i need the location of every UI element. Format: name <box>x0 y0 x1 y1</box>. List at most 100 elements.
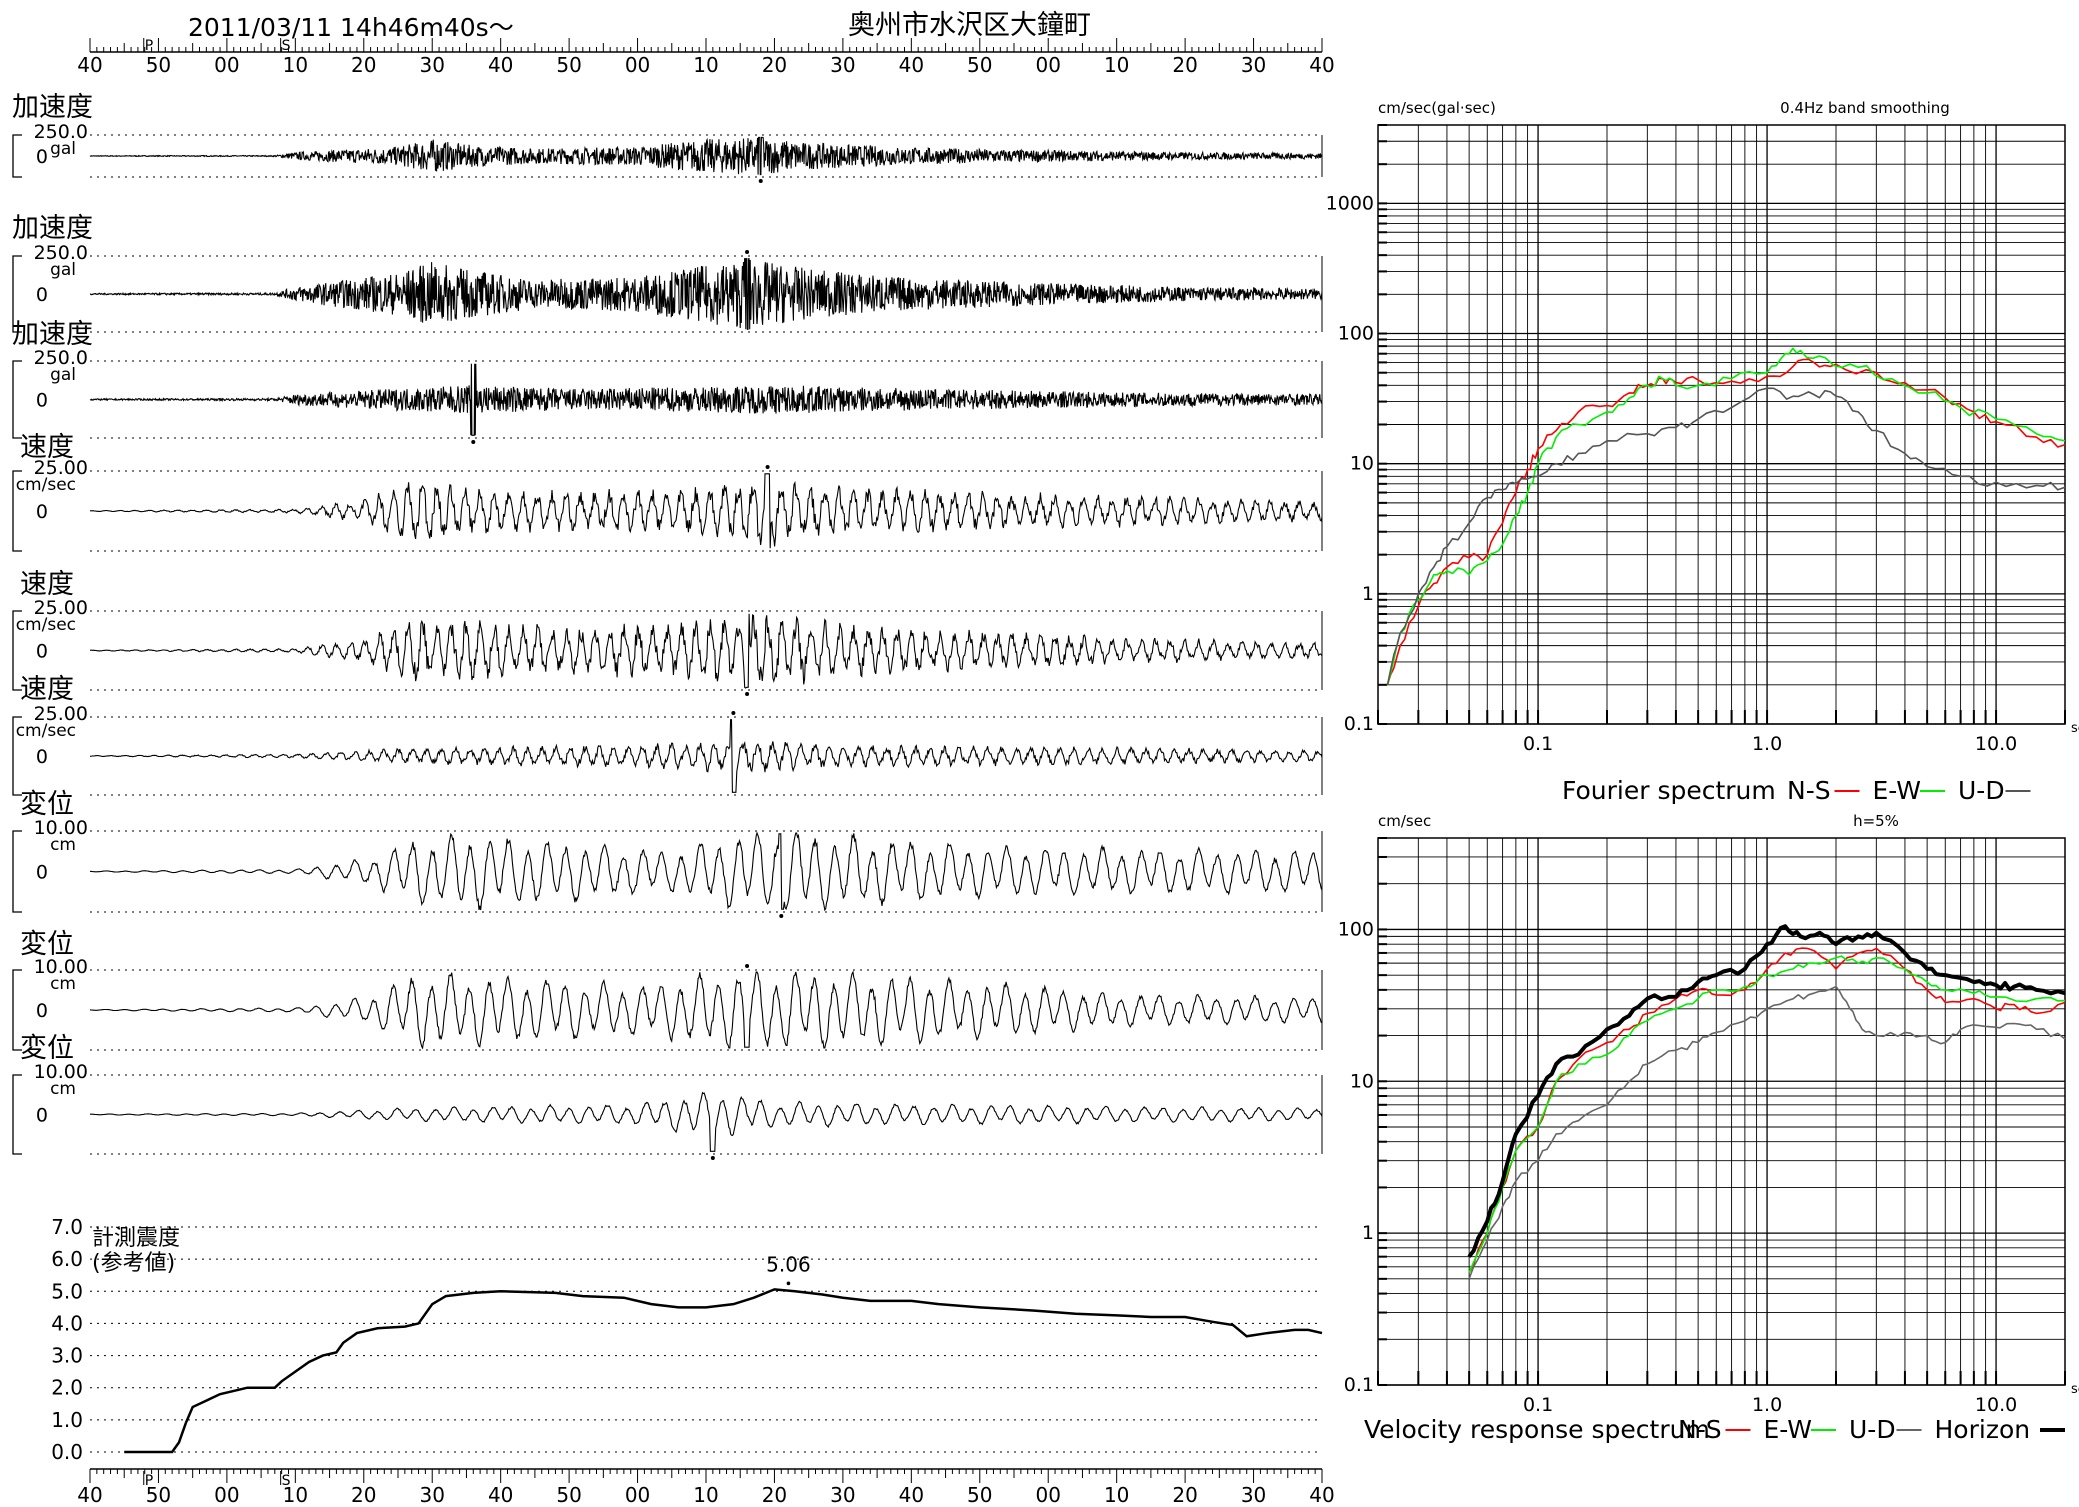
trace-unit: cm/sec <box>16 475 76 495</box>
trace-waveform <box>89 719 1323 793</box>
trace-zero-label: 0 <box>36 746 48 768</box>
trace-peak-dot <box>765 465 770 469</box>
x-tick-label: 10.0 <box>1975 1394 2017 1416</box>
bottom-time-tick-label: 10 <box>693 1483 718 1503</box>
y-tick-label: 10 <box>1350 1070 1374 1092</box>
trace-label: 速度 <box>20 674 74 705</box>
trace-scale-bracket <box>12 134 22 178</box>
series-line-ns <box>1386 358 2066 686</box>
trace-peak-dot <box>779 914 784 918</box>
top-time-tick-label: 50 <box>556 53 581 77</box>
top-time-tick-label: 10 <box>693 53 718 77</box>
intensity-tick-label: 7.0 <box>51 1215 83 1239</box>
intensity-max-dot <box>786 1281 791 1286</box>
trace-zero-label: 0 <box>36 390 48 412</box>
trace-zero-label: 0 <box>36 1105 48 1127</box>
trace-waveform <box>90 1091 1323 1152</box>
bottom-time-tick-label: 40 <box>488 1483 513 1503</box>
trace-label: 加速度 <box>12 92 93 123</box>
y-tick-label: 0.1 <box>1344 1374 1374 1396</box>
trace-peak-dot <box>745 692 750 696</box>
bottom-time-tick-label: 50 <box>967 1483 992 1503</box>
intensity-tick-label: 0.0 <box>51 1440 83 1464</box>
top-time-tick-label: 00 <box>1035 53 1060 77</box>
top-time-tick-label: 30 <box>419 53 444 77</box>
trace-scale-value: 25.00 <box>34 703 88 725</box>
trace-waveform <box>89 970 1323 1050</box>
bottom-time-tick-label: 00 <box>1035 1483 1060 1503</box>
trace-scale-bracket <box>12 360 22 439</box>
fourier-spectrum-panel: 0.1 1 10 100 1000 0.1 1.0 10.0 sec cm/sec(gal·sec… <box>1326 99 2079 805</box>
intensity-tick-label: 1.0 <box>51 1408 83 1432</box>
top-time-tick-label: 10 <box>1104 53 1129 77</box>
trace-unit: cm <box>50 835 76 855</box>
trace-zero-label: 0 <box>36 146 48 168</box>
spectrum-note: 0.4Hz band smoothing <box>1780 99 1950 117</box>
intensity-tick-label: 3.0 <box>51 1344 83 1368</box>
legend-label: Horizon <box>1935 1415 2031 1444</box>
series-line-ew <box>1386 347 2066 686</box>
spectrum-title: Velocity response spectrum <box>1364 1415 1710 1444</box>
trace-zero-label: 0 <box>36 284 48 306</box>
bottom-time-tick-label: 40 <box>899 1483 924 1503</box>
top-time-tick-label: 20 <box>1172 53 1197 77</box>
trace-label: 速度 <box>20 432 74 463</box>
trace-peak-dot <box>471 440 476 444</box>
trace-peak-dot <box>745 964 750 968</box>
trace-unit: gal <box>50 260 76 280</box>
top-time-tick-label: 00 <box>625 53 650 77</box>
top-time-tick-label: 30 <box>1241 53 1266 77</box>
spectrum-title: Fourier spectrum <box>1562 776 1776 805</box>
trace-scale-bracket <box>12 470 22 552</box>
legend-label: E-W <box>1764 1415 1813 1444</box>
trace-waveform <box>89 613 1323 689</box>
trace-waveform <box>89 258 1323 330</box>
trace-zero-label: 0 <box>36 862 48 884</box>
bottom-time-tick-label: 30 <box>830 1483 855 1503</box>
trace-waveform <box>89 831 1323 912</box>
legend-label: E-W <box>1873 776 1922 805</box>
trace-peak-dot <box>731 711 736 715</box>
top-time-tick-label: 20 <box>351 53 376 77</box>
trace-peak-dot <box>758 179 763 183</box>
bottom-time-tick-label: 40 <box>1309 1483 1334 1503</box>
datetime-title: 2011/03/11 14h46m40s〜 <box>188 13 514 42</box>
trace-label: 変位 <box>20 789 74 820</box>
top-time-tick-label: 40 <box>899 53 924 77</box>
intensity-tick-label: 5.0 <box>51 1279 83 1303</box>
trace-scale-bracket <box>12 255 22 333</box>
trace-unit: gal <box>50 365 76 385</box>
trace-scale-value: 250.0 <box>34 347 88 369</box>
top-time-s-marker: S <box>282 38 291 54</box>
trace-scale-value: 10.00 <box>34 1061 88 1083</box>
legend-label: N-S <box>1787 776 1831 805</box>
bottom-time-tick-label: 30 <box>1241 1483 1266 1503</box>
top-time-tick-label: 40 <box>488 53 513 77</box>
y-tick-label: 1000 <box>1326 192 1374 214</box>
trace-waveform <box>89 473 1323 549</box>
y-tick-label: 100 <box>1338 918 1374 940</box>
trace-scale-bracket <box>12 716 22 796</box>
y-axis-label: cm/sec(gal·sec) <box>1378 99 1496 117</box>
trace-unit: cm <box>50 1079 76 1099</box>
trace-label: 加速度 <box>12 319 93 350</box>
trace-unit: cm/sec <box>16 615 76 635</box>
top-time-tick-label: 30 <box>830 53 855 77</box>
x-tick-label: 10.0 <box>1975 733 2017 755</box>
y-tick-label: 0.1 <box>1344 713 1374 735</box>
trace-unit: cm <box>50 974 76 994</box>
intensity-tick-label: 4.0 <box>51 1311 83 1335</box>
trace-waveform <box>89 363 1323 436</box>
spectrum-note: h=5% <box>1853 812 1899 830</box>
trace-unit: gal <box>50 139 76 159</box>
trace-scale-value: 25.00 <box>34 457 88 479</box>
trace-peak-dot <box>745 250 750 254</box>
top-time-tick-label: 40 <box>1309 53 1334 77</box>
